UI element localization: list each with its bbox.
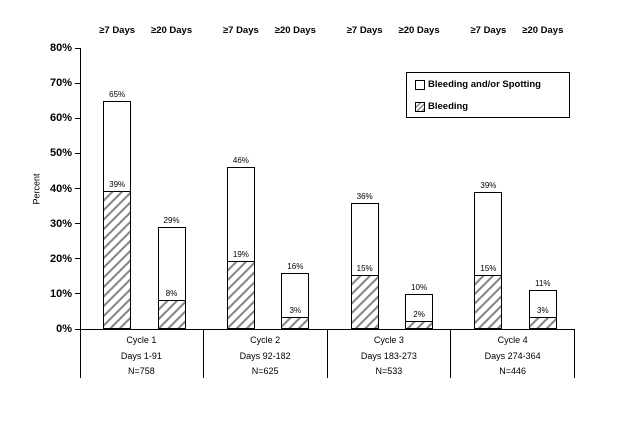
- column-header-7days: ≥7 Days: [470, 25, 507, 36]
- bar-bleeding-segment: [158, 299, 185, 328]
- y-axis-tick-label: 40%: [49, 182, 72, 195]
- category-n: N=446: [499, 366, 527, 376]
- bar-cycle4-7days: 39% 15%: [474, 181, 503, 329]
- category-cycle2: Cycle 2 Days 92-182 N=625: [204, 329, 328, 378]
- bar-total-label: 39%: [480, 181, 497, 191]
- y-axis-title-wrap: Percent: [30, 48, 44, 329]
- y-axis-tick-label: 70%: [49, 77, 72, 90]
- bar-bleeding-label: 15%: [356, 264, 373, 274]
- column-header-7days: ≥7 Days: [222, 25, 259, 36]
- legend-item-bleeding-spotting: Bleeding and/or Spotting: [415, 79, 563, 90]
- bar-bleeding-label: 3%: [537, 306, 549, 316]
- bar-bleeding-label: 19%: [232, 250, 249, 260]
- bar-cycle3-20days: 10% 2%: [405, 283, 434, 329]
- y-axis-tick-label: 0%: [56, 323, 72, 335]
- bar-bleeding-segment: [282, 317, 309, 328]
- y-axis-line: [80, 48, 81, 378]
- bar-cycle4-20days: 11% 3%: [528, 279, 557, 329]
- bar-total-label: 29%: [163, 216, 180, 226]
- bar-total-label: 65%: [109, 89, 126, 99]
- y-axis-tick: [75, 258, 80, 260]
- bar-total-label: 11%: [535, 279, 551, 289]
- open-square-icon: [415, 79, 425, 90]
- y-axis-tick-label: 10%: [49, 287, 72, 300]
- category-cycle3: Cycle 3 Days 183-273 N=533: [328, 329, 452, 378]
- bar-cycle3-7days: 36% 15%: [350, 192, 379, 329]
- cycle-section-3: ≥7 Days 36% 15% ≥20 Days 10% 2%: [328, 25, 452, 329]
- bar-bleeding-segment: [227, 261, 254, 328]
- legend-label: Bleeding: [428, 101, 469, 112]
- category-n: N=533: [375, 366, 403, 376]
- y-axis-tick: [75, 188, 80, 189]
- bar-bleeding-label: 15%: [480, 264, 497, 274]
- bar-total-label: 46%: [232, 156, 249, 166]
- bar-bleeding-label: 3%: [289, 306, 302, 316]
- bar-bleeding-segment: [529, 317, 556, 328]
- legend-item-bleeding: Bleeding: [415, 101, 563, 112]
- y-axis-tick-label: 60%: [49, 112, 72, 125]
- category-days: Days 183-273: [360, 350, 417, 361]
- column-header-20days: ≥20 Days: [274, 25, 316, 36]
- bar-bleeding-label: 39%: [109, 180, 126, 190]
- category-n: N=625: [251, 366, 279, 376]
- y-axis-tick-label: 50%: [49, 147, 72, 160]
- bar-bleeding-segment: [104, 191, 131, 328]
- cycle-section-4: ≥7 Days 39% 15% ≥20 Days 11% 3%: [451, 25, 575, 329]
- bar-total-label: 36%: [356, 191, 373, 201]
- category-title: Cycle 2: [250, 335, 281, 345]
- bar-bleeding-segment: [406, 320, 433, 328]
- y-axis-tick: [75, 293, 80, 295]
- bar-total-label: 16%: [287, 261, 304, 271]
- category-cycle1: Cycle 1 Days 1-91 N=758: [80, 329, 204, 378]
- y-axis-tick-label: 30%: [49, 217, 72, 230]
- column-header-7days: ≥7 Days: [346, 25, 383, 36]
- bar-cycle1-7days: 65% 39%: [103, 90, 132, 329]
- y-axis-tick-label: 20%: [49, 252, 72, 265]
- category-title: Cycle 3: [373, 335, 404, 345]
- bar-cycle2-20days: 16% 3%: [281, 262, 310, 329]
- category-n: N=758: [127, 366, 155, 376]
- column-header-7days: ≥7 Days: [99, 25, 136, 36]
- category-cycle4: Cycle 4 Days 274-364 N=446: [451, 329, 575, 378]
- hatched-square-icon: [415, 101, 425, 112]
- y-axis-title: Percent: [32, 172, 42, 205]
- column-header-20days: ≥20 Days: [522, 25, 564, 36]
- y-axis-tick-label: 80%: [49, 42, 72, 54]
- category-days: Days 274-364: [484, 350, 541, 361]
- category-days: Days 1-91: [120, 350, 162, 361]
- bar-cycle1-20days: 29% 8%: [157, 216, 186, 329]
- column-header-20days: ≥20 Days: [398, 25, 440, 36]
- y-axis-tick: [75, 47, 80, 49]
- bar-bleeding-segment: [475, 275, 502, 328]
- bar-bleeding-segment: [351, 275, 378, 328]
- legend: Bleeding and/or Spotting Bleeding: [406, 72, 570, 118]
- y-axis-tick: [75, 82, 80, 84]
- cycle-section-1: ≥7 Days 65% 39% ≥20 Days 29% 8%: [80, 25, 204, 329]
- cycle-section-2: ≥7 Days 46% 19% ≥20 Days 16% 3%: [204, 25, 328, 329]
- y-axis-tick: [75, 328, 80, 330]
- y-axis-tick: [75, 117, 80, 119]
- bar-cycle2-7days: 46% 19%: [226, 156, 255, 329]
- column-header-20days: ≥20 Days: [150, 25, 193, 36]
- y-axis-tick: [75, 223, 80, 225]
- category-title: Cycle 4: [497, 335, 528, 345]
- category-days: Days 92-182: [239, 350, 291, 361]
- category-title: Cycle 1: [126, 335, 157, 345]
- plot-area: 0% 10% 20% 30% 40% 50% 60% 70% 80% ≥7 Days 65% 39% ≥…: [50, 25, 575, 335]
- y-axis-tick: [75, 152, 80, 154]
- category-axis: Cycle 1 Days 1-91 N=758 Cycle 2 Days 92-182 N…: [80, 329, 575, 378]
- bar-total-label: 10%: [411, 282, 428, 292]
- bar-bleeding-label: 2%: [413, 309, 425, 319]
- legend-label: Bleeding and/or Spotting: [428, 79, 541, 90]
- bar-bleeding-label: 8%: [165, 288, 178, 298]
